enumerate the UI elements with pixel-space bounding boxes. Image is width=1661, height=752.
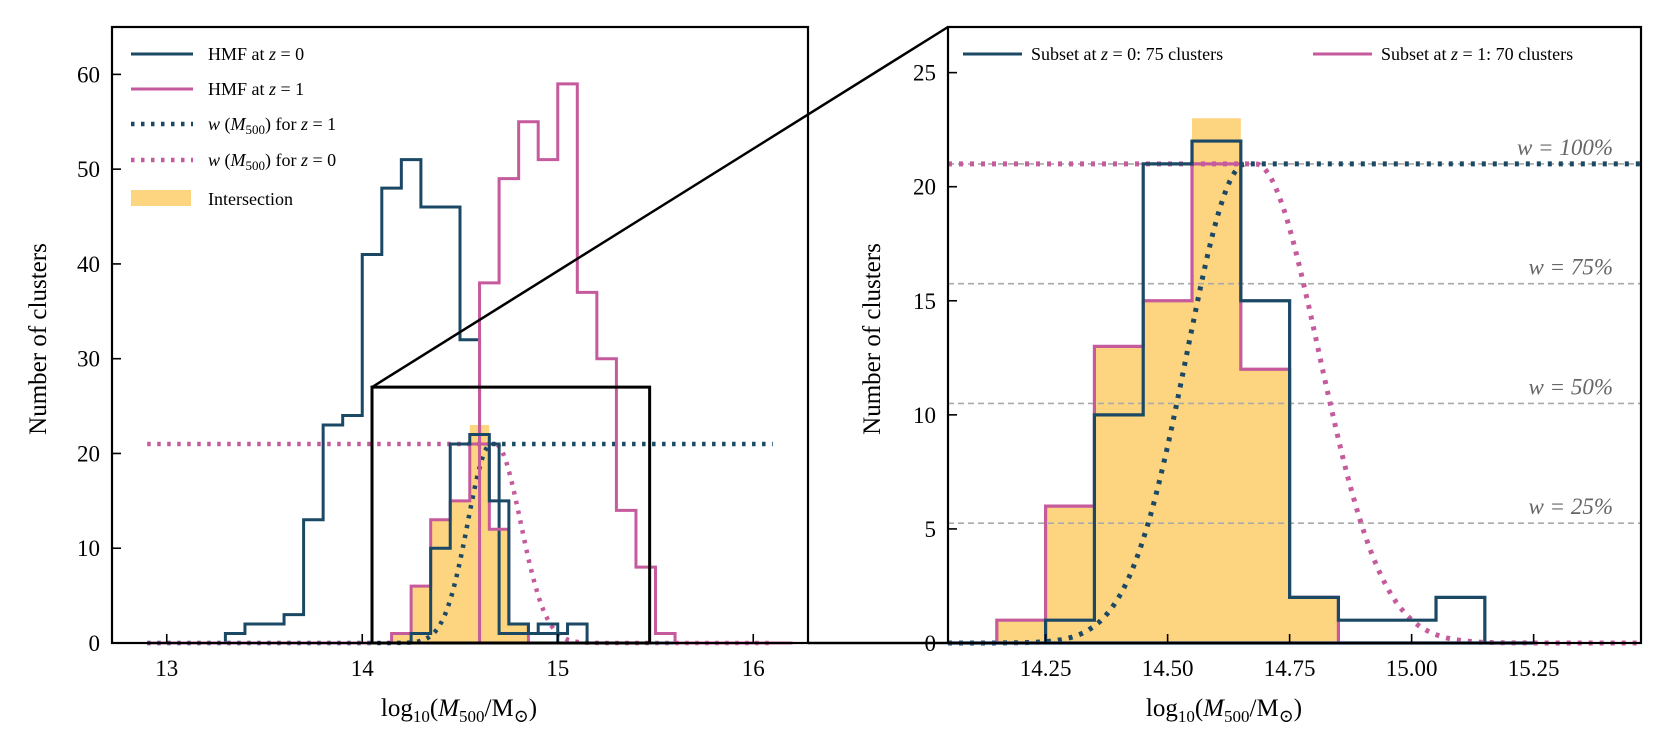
- left-legend: HMF at z = 0 HMF at z = 1 w (M500) for z…: [131, 44, 336, 209]
- left-subset-z0-line: [372, 433, 607, 645]
- legend-label-subset-z1: Subset at z = 1: 70 clusters: [1381, 44, 1573, 64]
- right-x-tick-label: 15.00: [1386, 656, 1438, 681]
- right-y-tick-label: 25: [913, 61, 936, 86]
- right-x-ticks: 14.25 14.50 14.75 15.00 15.25: [1020, 634, 1560, 681]
- right-x-tick-label: 15.25: [1508, 656, 1560, 681]
- left-y-tick-label: 0: [89, 631, 101, 656]
- left-y-ticks: 0 10 20 30 40 50 60: [77, 62, 121, 656]
- left-x-ticks: 13 14 15 16: [155, 634, 765, 681]
- left-x-axis-label: log10(M500/M⊙): [381, 695, 537, 726]
- legend-label-hmf-z1: HMF at z = 1: [208, 79, 304, 99]
- left-x-tick-label: 16: [742, 656, 765, 681]
- reference-line-label: w = 25%: [1528, 494, 1613, 519]
- right-axes-frame: [946, 25, 1643, 645]
- right-panel: w = 100% w = 75% w = 50% w = 25% 14.25 14.50…: [859, 25, 1643, 726]
- left-y-tick-label: 50: [77, 157, 100, 182]
- left-y-tick-label: 40: [77, 252, 100, 277]
- right-y-ticks: 0 5 10 15 20 25: [913, 61, 957, 656]
- right-y-tick-label: 0: [925, 631, 937, 656]
- reference-line-label: w = 100%: [1517, 135, 1613, 160]
- right-y-tick-label: 5: [925, 517, 937, 542]
- reference-line-label: w = 50%: [1528, 374, 1613, 399]
- left-y-axis-label: Number of clusters: [25, 243, 52, 435]
- right-x-tick-label: 14.50: [1142, 656, 1194, 681]
- left-y-tick-label: 60: [77, 62, 100, 87]
- left-x-tick-label: 15: [546, 656, 569, 681]
- legend-label-subset-z0: Subset at z = 0: 75 clusters: [1031, 44, 1223, 64]
- legend-swatch-intersection: [131, 190, 191, 206]
- right-y-axis-label: Number of clusters: [859, 243, 886, 435]
- right-legend: Subset at z = 0: 75 clusters Subset at z…: [963, 44, 1573, 64]
- left-y-tick-label: 30: [77, 347, 100, 372]
- left-y-tick-label: 10: [77, 536, 100, 561]
- left-axes-frame: [110, 25, 810, 645]
- left-x-tick-label: 14: [351, 656, 375, 681]
- right-y-tick-label: 10: [913, 403, 936, 428]
- left-x-tick-label: 13: [155, 656, 178, 681]
- legend-label-w-z0: w (M500) for z = 0: [208, 150, 336, 173]
- right-subset-z0-line: [948, 139, 1534, 645]
- left-panel: 13 14 15 16 0 10 20 30 40 50 60 log10(M500/M⊙) Nu…: [25, 25, 810, 726]
- right-y-tick-label: 15: [913, 289, 936, 314]
- legend-label-intersection: Intersection: [208, 189, 293, 209]
- legend-label-hmf-z0: HMF at z = 0: [208, 44, 304, 64]
- right-x-axis-label: log10(M500/M⊙): [1146, 695, 1302, 726]
- zoom-connector-top: [371, 25, 949, 389]
- legend-label-w-z1: w (M500) for z = 1: [208, 114, 336, 137]
- reference-line-label: w = 75%: [1528, 255, 1613, 280]
- right-x-tick-label: 14.25: [1020, 656, 1072, 681]
- left-y-tick-label: 20: [77, 441, 100, 466]
- right-reference-lines: w = 100% w = 75% w = 50% w = 25%: [948, 135, 1641, 525]
- right-x-tick-label: 14.75: [1264, 656, 1316, 681]
- right-y-tick-label: 20: [913, 175, 936, 200]
